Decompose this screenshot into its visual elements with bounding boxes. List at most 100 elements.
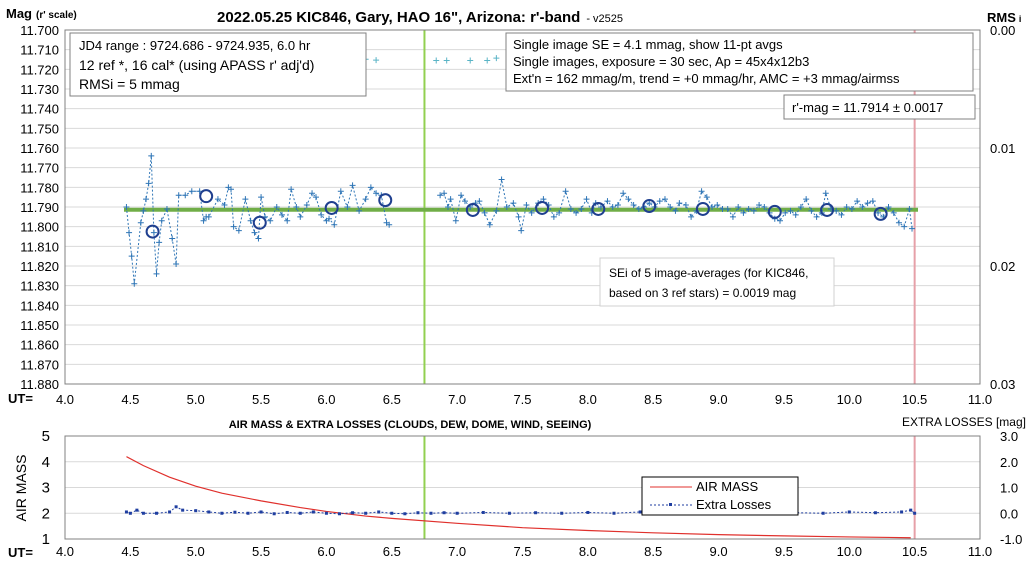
mag-point [143, 196, 150, 203]
mag-point [344, 204, 351, 210]
mag-point [604, 198, 611, 205]
mag-point [875, 209, 882, 216]
mag-point [859, 204, 866, 210]
mag-point [297, 213, 304, 220]
mag-point [481, 209, 488, 216]
y2-tick-labels: -1.0 0.0 1.0 2.0 3.0 [1000, 429, 1022, 547]
y-tick-label: 11.740 [20, 102, 59, 117]
y-tick-labels: 11.700 11.710 11.720 11.730 11.740 11.750 11.7… [20, 23, 59, 392]
x-tick-label: 7.5 [513, 392, 531, 407]
y2-tick-label: 0.01 [990, 141, 1015, 156]
mag-point [153, 270, 160, 277]
mag-point [709, 204, 716, 210]
mag-point [885, 204, 892, 210]
mag-point [267, 217, 274, 224]
x-tick-label: 11.0 [968, 392, 992, 407]
extra-losses-point [638, 510, 642, 514]
mag-point [630, 202, 637, 209]
mag-point [518, 227, 525, 234]
mag-point [635, 205, 642, 212]
sei-box: SEi of 5 image-averages (for KIC846, bas… [599, 257, 835, 307]
extra-losses-point [913, 511, 917, 515]
y-tick-label: 11.810 [20, 239, 59, 254]
panel2-y-label: AIR MASS [13, 455, 29, 522]
mag-point [444, 204, 451, 210]
y-tick-label: 5 [42, 428, 50, 445]
mag-point [864, 200, 871, 207]
mag-point [312, 194, 319, 201]
y-tick-label: 11.880 [20, 377, 59, 392]
x-tick-label: 9.0 [710, 544, 728, 559]
x-tick-label: 8.5 [644, 392, 662, 407]
avg-point [695, 201, 710, 216]
x-tick-label: 5.5 [252, 544, 270, 559]
x-tick-label: 10.5 [902, 392, 927, 407]
mag-point [761, 204, 768, 210]
mag-point [137, 219, 144, 226]
x-tick-label: 5.0 [187, 544, 205, 559]
panel2-y2-label: EXTRA LOSSES [mag] [902, 415, 1026, 429]
extra-losses-point [442, 511, 446, 515]
y-tick-label: 11.800 [20, 220, 59, 235]
mag-result-box: r'-mag = 11.7914 ± 0.0017 [783, 94, 976, 120]
extra-losses-point [847, 510, 851, 514]
panel2-title: AIR MASS & EXTRA LOSSES (CLOUDS, DEW, DO… [229, 419, 592, 431]
mag-point [303, 202, 310, 209]
mag-point [373, 190, 380, 197]
avg-point [378, 193, 393, 208]
mag-point [688, 213, 695, 220]
x-tick-label: 8.0 [579, 544, 597, 559]
x-tick-label: 7.0 [448, 544, 466, 559]
extra-losses-point [821, 511, 825, 515]
mag-point [182, 192, 189, 199]
y2-tick-label: 3.0 [1000, 429, 1018, 444]
extra-losses-point [390, 511, 394, 515]
y-tick-label: 11.720 [20, 62, 59, 77]
mag-point [843, 204, 850, 210]
extra-losses-point [194, 509, 198, 513]
avg-point [591, 201, 606, 216]
x-tick-label: 6.5 [383, 544, 401, 559]
extra-losses-point [909, 508, 913, 512]
y-tick-label: 11.850 [20, 318, 59, 333]
extra-losses-point [246, 511, 250, 515]
extra-losses-point [233, 510, 237, 514]
x-tick-label: 4.0 [56, 392, 74, 407]
extra-losses-point [311, 510, 315, 514]
mag-point [890, 209, 897, 216]
mag-point [573, 209, 580, 216]
mag-point [150, 229, 157, 236]
mag-point [503, 204, 510, 210]
mag-series-line [125, 155, 390, 284]
avg-point [767, 204, 782, 219]
mag-point [145, 180, 152, 187]
extra-losses-point [141, 511, 145, 515]
avg-point [252, 215, 267, 230]
mag-point [188, 188, 195, 195]
mag-point [278, 211, 285, 218]
mag-point [255, 235, 262, 242]
mag-point [646, 200, 653, 207]
extra-losses-point [285, 510, 289, 514]
y-tick-label: 11.760 [20, 141, 59, 156]
sei-line-2: based on 3 ref stars) = 0.0019 mag [609, 286, 796, 300]
mag-point [293, 204, 300, 210]
extra-losses-point [174, 505, 178, 509]
mag-point [273, 204, 280, 210]
mag-point [614, 202, 621, 209]
x-tick-label: 6.0 [317, 544, 335, 559]
mag-point [523, 202, 530, 209]
x-tick-label: 6.5 [383, 392, 401, 407]
y-tick-label: 3 [42, 480, 50, 497]
extra-losses-point [272, 512, 276, 516]
y-tick-label: 11.860 [20, 338, 59, 353]
y-tick-label: 11.840 [20, 298, 59, 313]
mag-point [200, 217, 207, 224]
rmsi-point [493, 55, 500, 62]
extra-losses-point [124, 510, 128, 514]
extra-losses-point [135, 508, 139, 512]
plot-frame [64, 29, 981, 385]
extra-losses-point [298, 511, 302, 515]
mag-point [745, 205, 752, 212]
mag-point [367, 184, 374, 191]
